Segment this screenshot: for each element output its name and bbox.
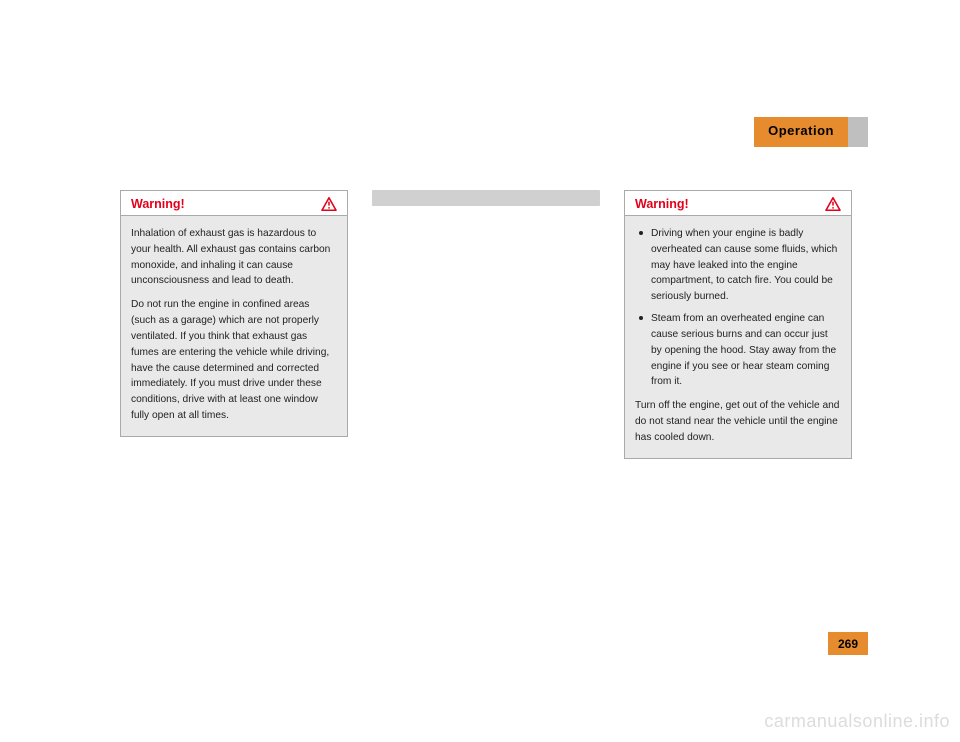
warning-body: Inhalation of exhaust gas is hazardous t… <box>121 216 347 436</box>
warning-triangle-icon <box>825 197 841 211</box>
warning-triangle-icon <box>321 197 337 211</box>
section-label: Operation <box>754 117 848 147</box>
column-middle <box>372 190 600 459</box>
warning-box-overheat: Warning! Driving when your engine is bad… <box>624 190 852 459</box>
warning-body: Driving when your engine is badly overhe… <box>625 216 851 458</box>
warning-closing: Turn off the engine, get out of the vehi… <box>635 398 841 445</box>
warning-paragraph: Do not run the engine in confined areas … <box>131 297 337 424</box>
warning-bullet: Steam from an overheated engine can caus… <box>635 311 841 390</box>
header-strip: Operation <box>754 117 868 147</box>
column-right: Warning! Driving when your engine is bad… <box>624 190 852 459</box>
warning-header: Warning! <box>625 191 851 216</box>
warning-title: Warning! <box>635 197 689 211</box>
page-number: 269 <box>828 632 868 655</box>
watermark: carmanualsonline.info <box>764 711 950 732</box>
warning-box-exhaust: Warning! Inhalation of exhaust gas is ha… <box>120 190 348 437</box>
warning-paragraph: Inhalation of exhaust gas is hazardous t… <box>131 226 337 289</box>
middle-placeholder-bar <box>372 190 600 206</box>
content-columns: Warning! Inhalation of exhaust gas is ha… <box>120 190 840 459</box>
warning-bullet: Driving when your engine is badly overhe… <box>635 226 841 305</box>
column-left: Warning! Inhalation of exhaust gas is ha… <box>120 190 348 459</box>
header-gray-stub <box>848 117 868 147</box>
warning-header: Warning! <box>121 191 347 216</box>
warning-bullet-list: Driving when your engine is badly overhe… <box>635 226 841 390</box>
warning-title: Warning! <box>131 197 185 211</box>
manual-page: Operation Warning! Inhalation of exhaust… <box>90 95 868 655</box>
